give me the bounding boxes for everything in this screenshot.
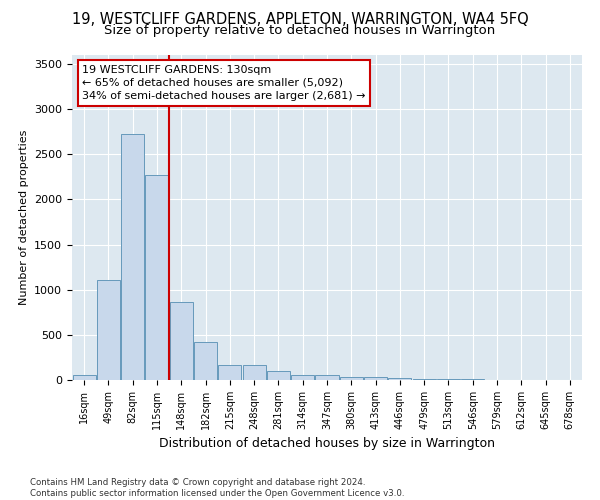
Text: 19, WESTCLIFF GARDENS, APPLETON, WARRINGTON, WA4 5FQ: 19, WESTCLIFF GARDENS, APPLETON, WARRING… bbox=[71, 12, 529, 28]
X-axis label: Distribution of detached houses by size in Warrington: Distribution of detached houses by size … bbox=[159, 438, 495, 450]
Bar bbox=[437, 379, 460, 380]
Bar bbox=[340, 377, 363, 380]
Bar bbox=[291, 374, 314, 380]
Bar bbox=[316, 375, 338, 380]
Text: Size of property relative to detached houses in Warrington: Size of property relative to detached ho… bbox=[104, 24, 496, 37]
Bar bbox=[121, 134, 144, 380]
Y-axis label: Number of detached properties: Number of detached properties bbox=[19, 130, 29, 305]
Text: 19 WESTCLIFF GARDENS: 130sqm
← 65% of detached houses are smaller (5,092)
34% of: 19 WESTCLIFF GARDENS: 130sqm ← 65% of de… bbox=[82, 64, 366, 101]
Text: Contains HM Land Registry data © Crown copyright and database right 2024.
Contai: Contains HM Land Registry data © Crown c… bbox=[30, 478, 404, 498]
Bar bbox=[364, 378, 387, 380]
Bar bbox=[145, 175, 169, 380]
Bar bbox=[218, 364, 241, 380]
Bar bbox=[97, 280, 120, 380]
Bar bbox=[73, 376, 95, 380]
Bar bbox=[388, 378, 412, 380]
Bar bbox=[242, 365, 266, 380]
Bar bbox=[413, 378, 436, 380]
Bar bbox=[267, 372, 290, 380]
Bar bbox=[170, 302, 193, 380]
Bar bbox=[194, 342, 217, 380]
